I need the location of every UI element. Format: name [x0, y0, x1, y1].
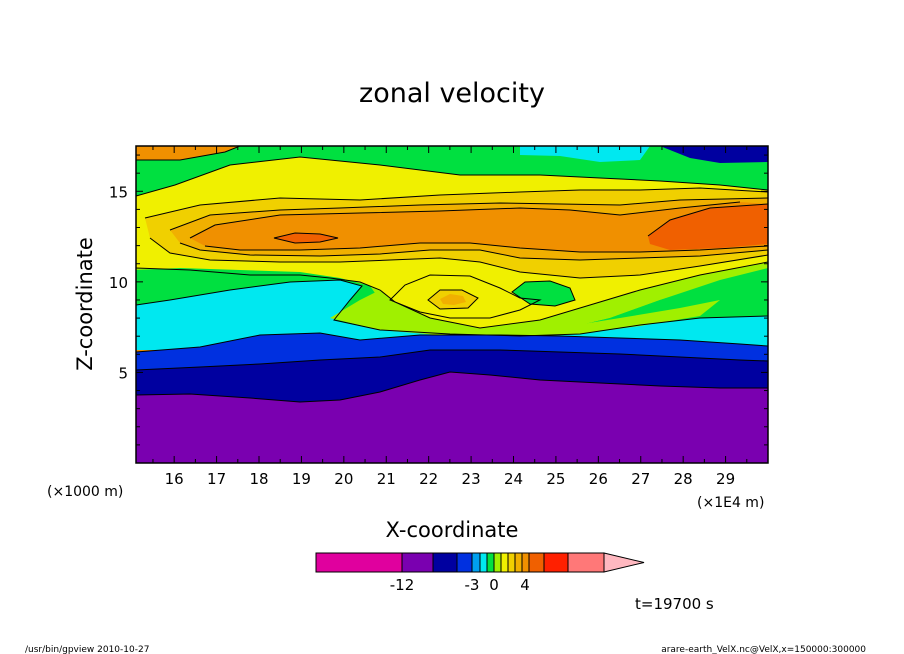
colorbar-swatch	[471, 552, 481, 573]
band-green-pocket	[512, 281, 575, 306]
colorbar-arrow	[603, 552, 645, 573]
colorbar-swatch	[486, 552, 495, 573]
x-tick-label: 19	[292, 470, 311, 488]
band-darkorange-core	[274, 233, 338, 243]
plot-frame	[135, 145, 769, 464]
colorbar-swatch	[432, 552, 458, 573]
footer-right: arare-earth_VelX.nc@VelX,x=150000:300000	[661, 645, 866, 654]
x-tick-label: 22	[419, 470, 438, 488]
chart-title: zonal velocity	[359, 78, 545, 109]
band-cyan	[136, 280, 768, 350]
x-tick-label: 28	[674, 470, 693, 488]
x-tick-label: 23	[462, 470, 481, 488]
band-amber-pocket	[440, 294, 466, 305]
colorbar-swatch	[507, 552, 516, 573]
y-axis: 5 10 15	[109, 154, 768, 464]
x-unit-left: (×1000 m)	[47, 484, 123, 500]
colorbar-swatch	[543, 552, 569, 573]
band-yellowgreen-strip	[330, 290, 720, 336]
colorbar-swatch	[500, 552, 509, 573]
band-darkorange-right	[648, 204, 768, 250]
x-tick-label: 27	[631, 470, 650, 488]
y-axis-label: Z-coordinate	[73, 237, 97, 371]
x-tick-label: 17	[207, 470, 226, 488]
time-annotation: t=19700 s	[635, 595, 714, 613]
colorbar-swatch	[315, 552, 403, 573]
x-tick-label: 24	[504, 470, 523, 488]
x-axis-label: X-coordinate	[386, 518, 519, 542]
x-tick-label: 25	[546, 470, 565, 488]
colorbar-swatch	[456, 552, 473, 573]
colorbar-swatch	[479, 552, 488, 573]
x-tick-label: 20	[334, 470, 353, 488]
x-tick-label: 26	[589, 470, 608, 488]
colorbar-tick-label: -12	[390, 576, 415, 594]
x-axis: 16 17 18 19 20 21 22 23 24 25 26 27 28 29	[152, 146, 769, 488]
colorbar-swatch	[401, 552, 434, 573]
colorbar-tick-labels: -12 -3 0 4	[390, 576, 530, 594]
colorbar-swatch	[567, 552, 605, 573]
band-blue-topright	[660, 146, 768, 163]
colorbar-swatch	[514, 552, 523, 573]
colorbar	[315, 552, 645, 573]
x-tick-label: 21	[377, 470, 396, 488]
colorbar-swatch	[528, 552, 545, 573]
plot-area	[136, 146, 768, 463]
y-tick-label: 5	[118, 364, 128, 382]
x-tick-label: 18	[249, 470, 268, 488]
x-unit-right: (×1E4 m)	[697, 495, 764, 511]
y-tick-label: 15	[109, 183, 128, 201]
colorbar-tick-label: 0	[489, 576, 499, 594]
colorbar-tick-label: -3	[465, 576, 480, 594]
x-tick-label: 16	[165, 470, 184, 488]
x-tick-label: 29	[716, 470, 735, 488]
band-purple	[136, 372, 768, 463]
colorbar-swatch	[521, 552, 530, 573]
colorbar-tick-label: 4	[520, 576, 530, 594]
footer-left: /usr/bin/gpview 2010-10-27	[25, 645, 149, 654]
band-cyan-topright	[520, 146, 650, 162]
colorbar-swatch	[493, 552, 502, 573]
contour-lines	[136, 146, 768, 403]
band-orange-core	[190, 202, 768, 252]
y-tick-label: 10	[109, 274, 128, 292]
